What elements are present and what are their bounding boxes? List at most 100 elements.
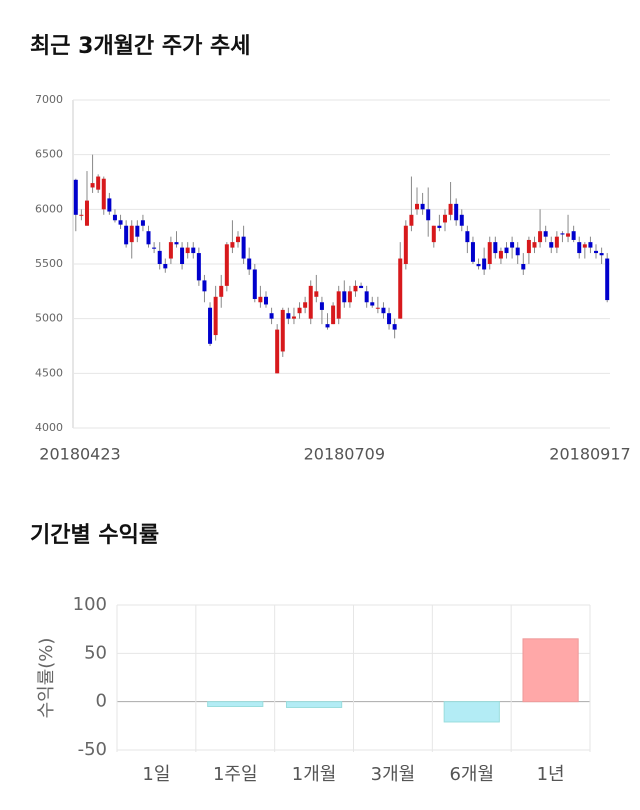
candle-body [174, 242, 179, 245]
candle-body [140, 220, 145, 226]
candle-body [135, 225, 140, 237]
candle-body [196, 253, 201, 281]
candle-body [359, 285, 364, 289]
y-tick-label: 6000 [35, 202, 63, 215]
candle-body [392, 324, 397, 330]
candle-body [370, 302, 375, 306]
x-tick-label: 1주일 [213, 764, 258, 785]
candle-body [331, 305, 336, 325]
candle-body [280, 309, 285, 352]
candle-body [442, 214, 447, 223]
y-tick-label: 0 [96, 691, 107, 712]
candle-body [510, 242, 515, 248]
candle-body [157, 250, 162, 264]
x-tick-label: 6개월 [449, 764, 494, 785]
candle-body [291, 316, 296, 319]
x-tick-label: 20180423 [39, 445, 120, 464]
candle-body [101, 178, 106, 210]
y-tick-label: 5500 [35, 257, 63, 270]
candle-body [342, 291, 347, 303]
x-tick-label: 1개월 [292, 764, 337, 785]
candle-body [431, 225, 436, 243]
candle-body [398, 258, 403, 319]
candle-body [319, 302, 324, 310]
candle-body [303, 302, 308, 308]
candle-body [375, 307, 380, 309]
candle-body [571, 231, 576, 240]
candle-body [426, 209, 431, 221]
candle-body [476, 264, 481, 267]
candle-body [112, 214, 117, 221]
candle-body [90, 183, 95, 188]
candle-body [269, 313, 274, 319]
x-tick-label: 20180709 [304, 445, 385, 464]
candle-body [437, 225, 442, 228]
candle-body [163, 264, 168, 269]
candle-body [297, 307, 302, 314]
candle-body [498, 250, 503, 259]
candle-body [286, 313, 291, 319]
candle-body [387, 313, 392, 325]
candle-body [252, 269, 257, 299]
candle-body [96, 176, 101, 190]
candle-body [487, 242, 492, 264]
candle-body [213, 296, 218, 336]
candle-body [263, 296, 268, 305]
chart-title: 최근 3개월간 주가 추세 [30, 34, 250, 59]
candle-body [258, 296, 263, 303]
candle-body [314, 291, 319, 297]
candle-body [336, 291, 341, 319]
candle-body [482, 258, 487, 270]
bar [207, 701, 264, 708]
bar [443, 701, 500, 723]
candle-body [79, 214, 84, 216]
candle-body [236, 236, 241, 243]
candle-body [538, 231, 543, 243]
y-tick-label: 4500 [35, 366, 63, 379]
candle-body [208, 307, 213, 344]
candle-body [325, 324, 330, 328]
x-tick-label: 3개월 [371, 764, 416, 785]
candle-body [224, 244, 229, 286]
y-tick-label: -50 [78, 739, 107, 760]
candle-body [594, 250, 599, 254]
candle-body [532, 242, 537, 248]
y-tick-label: 100 [73, 594, 107, 615]
candle-body [560, 233, 565, 235]
candle-body [566, 233, 571, 237]
y-tick-label: 6500 [35, 148, 63, 161]
candle-body [504, 247, 509, 254]
y-tick-label: 50 [84, 642, 107, 663]
candle-body [347, 291, 352, 303]
candle-body [275, 329, 280, 374]
candle-body [409, 214, 414, 226]
candle-body [152, 247, 157, 249]
candle-body [247, 258, 252, 270]
candle-body [470, 242, 475, 262]
candle-body [493, 242, 498, 254]
y-tick-label: 5000 [35, 312, 63, 325]
candle-body [549, 242, 554, 248]
candle-body [454, 203, 459, 221]
candle-body [73, 179, 78, 215]
y-tick-label: 7000 [35, 93, 63, 106]
candle-body [465, 231, 470, 243]
bar [285, 701, 343, 708]
candle-body [84, 200, 89, 226]
candle-body [381, 307, 386, 314]
candle-body [180, 247, 185, 264]
candle-body [521, 264, 526, 270]
candle-body [403, 225, 408, 264]
candle-body [605, 258, 610, 301]
candle-body [191, 247, 196, 254]
candle-body [241, 236, 246, 259]
x-tick-label: 1년 [537, 764, 565, 785]
y-tick-label: 4000 [35, 421, 63, 434]
candle-body [353, 285, 358, 292]
y-axis-label: 수익률(%) [36, 638, 57, 719]
candle-body [146, 231, 151, 245]
candle-body [588, 242, 593, 248]
candle-body [554, 236, 559, 248]
candle-body [526, 239, 531, 254]
